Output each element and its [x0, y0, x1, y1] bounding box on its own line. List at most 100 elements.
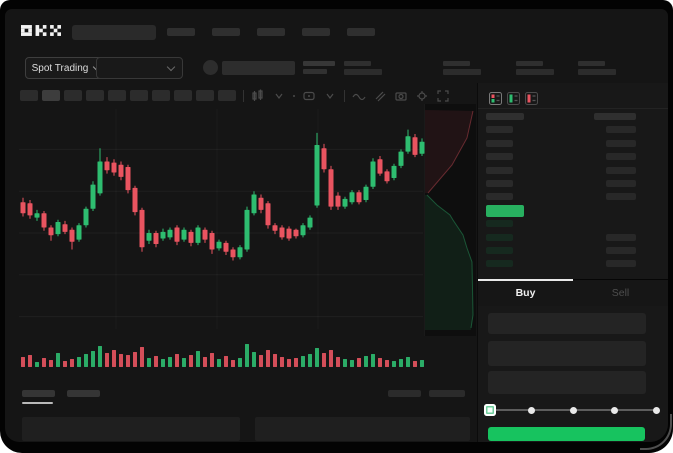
price-bar-placeholder	[606, 233, 636, 241]
bottom-toolbar-placeholder[interactable]	[429, 390, 465, 397]
timeframe-button[interactable]	[218, 90, 236, 101]
book-bids-icon[interactable]	[507, 92, 520, 105]
search-input[interactable]	[72, 25, 156, 40]
price-bar-placeholder	[606, 153, 636, 161]
bottom-toolbar-placeholder[interactable]	[388, 390, 421, 397]
orderbook-row[interactable]	[478, 177, 668, 190]
bid-size-bar	[486, 246, 513, 254]
stat-placeholder	[344, 61, 382, 75]
timeframe-button[interactable]	[130, 90, 148, 101]
orderbook-row[interactable]	[478, 217, 668, 230]
orderbook-rows	[478, 110, 668, 271]
timeframe-button[interactable]	[108, 90, 126, 101]
divider	[243, 90, 244, 102]
ask-size-bar	[486, 193, 513, 201]
slider-handle[interactable]	[484, 404, 496, 416]
divider	[344, 90, 345, 102]
camera-icon[interactable]	[394, 89, 408, 103]
orderbook-row[interactable]	[478, 257, 668, 270]
nav-item-placeholder[interactable]	[257, 28, 285, 36]
orderbook-row[interactable]	[478, 150, 668, 163]
expand-icon[interactable]	[436, 89, 450, 103]
stat-placeholder	[578, 61, 616, 75]
price-input[interactable]	[488, 313, 646, 334]
candles-icon[interactable]	[251, 89, 265, 103]
ask-size-bar	[486, 139, 513, 147]
last-price-bar	[303, 61, 335, 66]
price-placeholder	[303, 61, 335, 74]
interval-pill-icon[interactable]	[302, 89, 316, 103]
market-type-label: Spot Trading	[31, 62, 89, 74]
orderbook-row[interactable]	[478, 123, 668, 136]
price-bar-placeholder	[606, 179, 636, 187]
timeframe-button[interactable]	[86, 90, 104, 101]
last-price-bar	[486, 204, 524, 217]
orderbook-row[interactable]	[478, 190, 668, 203]
slider-stop-dot[interactable]	[611, 406, 618, 414]
timeframe-button[interactable]	[196, 90, 214, 101]
timeframe-button[interactable]	[152, 90, 170, 101]
timeframe-button[interactable]	[174, 90, 192, 101]
bottom-tab[interactable]	[67, 390, 100, 397]
nav-item-placeholder[interactable]	[167, 28, 195, 36]
candles	[20, 129, 425, 261]
timeframe-button[interactable]	[20, 90, 38, 101]
nav-item-placeholder[interactable]	[212, 28, 240, 36]
book-asks-icon[interactable]	[525, 92, 538, 105]
ask-size-bar	[486, 166, 513, 174]
okx-logo	[21, 25, 61, 36]
orders-table-placeholder	[22, 417, 240, 441]
orderbook-row[interactable]	[478, 231, 668, 244]
bottom-tab-active[interactable]	[22, 390, 55, 397]
stat-placeholder	[516, 61, 554, 75]
slider-stop-dot[interactable]	[569, 406, 577, 414]
bid-size-bar	[486, 220, 513, 228]
price-bar-placeholder	[606, 246, 636, 254]
wave-icon[interactable]	[352, 89, 366, 103]
chevron-down-icon	[166, 62, 176, 71]
chevron-down-icon[interactable]	[323, 89, 337, 103]
stat-placeholder	[443, 61, 481, 75]
pair-selector-dropdown[interactable]	[96, 57, 183, 79]
bid-size-bar	[486, 260, 513, 268]
bid-size-bar	[486, 233, 513, 241]
orderbook-row[interactable]	[478, 204, 668, 217]
orderbook-row[interactable]	[478, 164, 668, 177]
tab-sell[interactable]: Sell	[611, 287, 630, 299]
timeframe-button[interactable]	[42, 90, 60, 101]
amount-input[interactable]	[488, 341, 646, 366]
book-combined-icon[interactable]	[489, 92, 502, 105]
nav-item-placeholder[interactable]	[347, 28, 375, 36]
gear-icon[interactable]	[415, 89, 429, 103]
market-type-selector[interactable]: Spot Trading	[25, 57, 107, 79]
buy-submit-button[interactable]	[488, 427, 645, 441]
top-nav	[167, 28, 375, 36]
orderbook-row[interactable]	[478, 110, 668, 123]
coin-avatar	[203, 60, 218, 75]
change-bar	[303, 69, 327, 74]
price-bar-placeholder	[606, 166, 636, 174]
candlestick-chart[interactable]	[5, 104, 476, 374]
orderbook-row[interactable]	[478, 137, 668, 150]
slider-stop-dot[interactable]	[652, 406, 660, 414]
price-bar-placeholder	[606, 139, 636, 147]
pair-name-placeholder	[222, 61, 295, 75]
ask-size-bar	[486, 153, 513, 161]
hatch-icon[interactable]	[373, 89, 387, 103]
chart-tools	[243, 89, 450, 103]
slider-stop-dot[interactable]	[528, 406, 535, 414]
divider	[478, 108, 668, 109]
orderbook-panel: Buy Sell	[477, 83, 668, 442]
price-bar-placeholder	[606, 193, 636, 201]
timeframe-button[interactable]	[64, 90, 82, 101]
chevron-down-icon[interactable]	[272, 89, 286, 103]
ask-size-bar	[486, 126, 513, 134]
orderbook-row[interactable]	[478, 244, 668, 257]
timeframe-toolbar	[20, 90, 236, 101]
orders-table-placeholder	[255, 417, 470, 441]
tab-buy[interactable]: Buy	[478, 279, 573, 306]
price-bar-placeholder	[606, 126, 636, 134]
app-window: Spot Trading	[5, 9, 668, 442]
nav-item-placeholder[interactable]	[302, 28, 330, 36]
total-input[interactable]	[488, 371, 646, 394]
